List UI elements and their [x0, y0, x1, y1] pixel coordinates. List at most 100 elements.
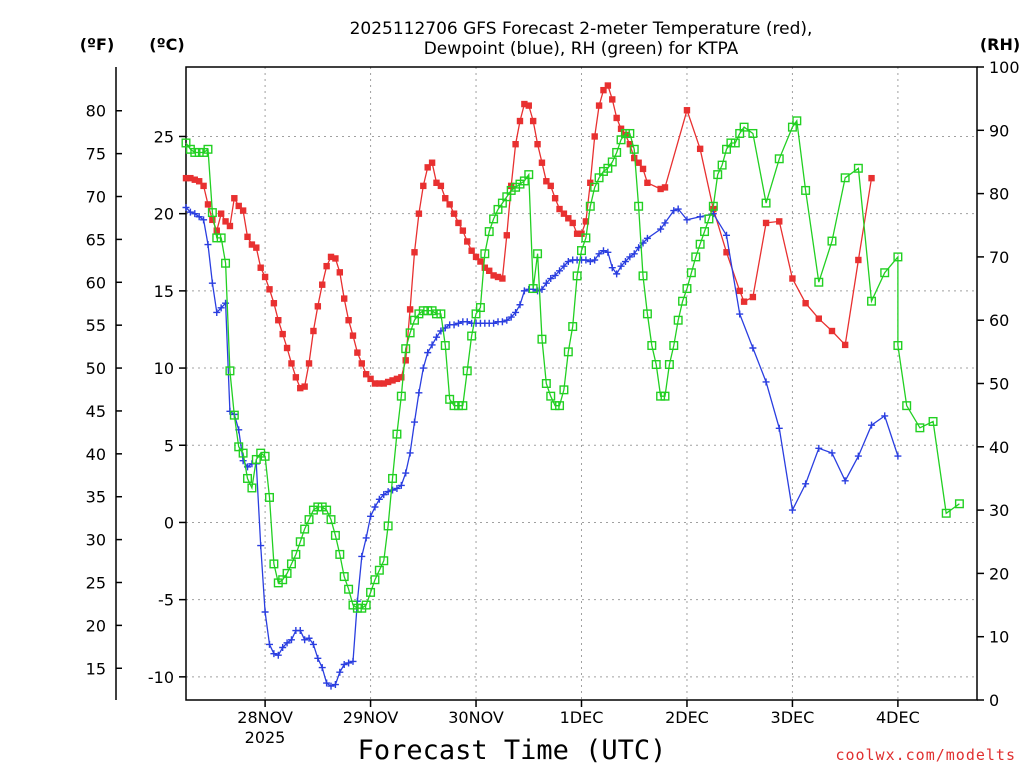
dewpoint-point	[362, 534, 370, 542]
rh-point	[739, 122, 749, 132]
dewpoint-point	[868, 421, 876, 429]
temperature-point	[736, 287, 743, 295]
rh-point	[467, 331, 477, 341]
x-axis-label: Forecast Time (UTC)	[358, 735, 667, 766]
dewpoint-point	[762, 378, 770, 386]
dewpoint-point	[270, 650, 278, 658]
rh-point	[221, 258, 231, 268]
rh-point	[462, 366, 472, 376]
rh-point	[216, 233, 226, 243]
c-tick-label-25: 25	[154, 127, 174, 146]
dewpoint-point	[182, 203, 190, 211]
dewpoint-point	[314, 654, 322, 662]
rh-point	[801, 185, 811, 195]
chart-title-line-1: 2025112706 GFS Forecast 2-meter Temperat…	[350, 19, 813, 39]
dewpoint-point	[336, 668, 344, 676]
rh-point	[203, 144, 213, 154]
dewpoint-point	[411, 418, 419, 426]
rh-point	[383, 521, 393, 531]
rh-point	[480, 249, 490, 259]
temperature-point	[789, 275, 796, 282]
rh-tick-label-20: 20	[989, 564, 1009, 583]
rh-point	[207, 208, 217, 218]
temperature-point	[591, 133, 598, 140]
f-tick-label-60: 60	[86, 273, 106, 292]
f-tick-label-65: 65	[86, 230, 106, 249]
temperature-point	[569, 219, 576, 227]
rh-point	[396, 391, 406, 401]
rh-point	[484, 227, 494, 237]
temperature-point	[573, 230, 581, 237]
series-0	[182, 82, 875, 392]
temperature-point	[433, 179, 440, 186]
temperature-point	[490, 272, 497, 279]
temperature-point	[332, 255, 339, 262]
temperature-point	[349, 332, 357, 339]
dewpoint-point	[340, 660, 348, 668]
f-tick-label-35: 35	[86, 488, 106, 507]
temperature-point	[213, 227, 220, 234]
rh-point	[475, 303, 485, 313]
dewpoint-point	[279, 644, 287, 652]
dewpoint-point	[428, 341, 436, 349]
rh-tick-label-10: 10	[989, 628, 1009, 647]
temperature-point	[525, 102, 532, 109]
rh-point	[269, 559, 279, 569]
temperature-point	[182, 174, 190, 182]
dewpoint-point	[204, 241, 212, 249]
temperature-point	[200, 182, 207, 190]
rh-point	[708, 201, 718, 211]
temperature-point	[486, 267, 493, 274]
temperature-point	[710, 205, 717, 213]
rh-point	[893, 341, 903, 351]
temperature-point	[358, 360, 365, 367]
rh-point	[286, 559, 296, 569]
rh-point	[537, 334, 547, 344]
dewpoint-point	[389, 486, 397, 494]
dewpoint-point	[406, 449, 414, 457]
rh-point	[761, 198, 771, 208]
rh-point	[774, 154, 784, 164]
temperature-point	[204, 201, 212, 208]
dewpoint-point	[349, 657, 357, 665]
c-tick-label-10: 10	[154, 359, 174, 378]
temperature-point	[503, 232, 510, 239]
temperature-point	[521, 100, 528, 108]
rh-point	[880, 268, 890, 278]
rh-point	[572, 271, 582, 281]
temperature-point	[841, 341, 849, 349]
rh-point	[366, 587, 376, 597]
temperature-point	[815, 315, 822, 322]
dewpoint-point	[881, 412, 889, 420]
dewpoint-point	[323, 679, 331, 687]
temperature-point	[266, 286, 273, 293]
temperature-point	[600, 86, 607, 94]
rh-point	[568, 322, 578, 332]
dewpoint-point	[375, 495, 383, 503]
temperature-point	[565, 215, 572, 222]
rh-point	[388, 473, 398, 483]
dewpoint-point	[358, 552, 366, 560]
fahrenheit-axis-label: (ºF)	[80, 35, 115, 54]
dewpoint-point	[621, 258, 629, 266]
dewpoint-point	[802, 480, 810, 488]
c-tick-label-0: 0	[164, 513, 174, 532]
dewpoint-point	[305, 634, 313, 642]
rh-point	[563, 347, 573, 357]
temperature-point	[455, 219, 462, 227]
rh-point	[607, 157, 617, 167]
rh-point	[686, 268, 696, 278]
rh-point	[335, 549, 345, 559]
credit-text[interactable]: coolwx.com/modelts	[835, 746, 1016, 764]
dewpoint-point	[432, 333, 440, 341]
temperature-point	[301, 383, 308, 390]
dewpoint-point	[683, 216, 691, 224]
temperature-point	[393, 375, 401, 383]
dewpoint-point	[841, 477, 849, 485]
rh-point	[695, 239, 705, 249]
rh-point	[546, 391, 556, 401]
rh-point	[647, 341, 657, 351]
dewpoint-point	[208, 279, 216, 287]
temperature-point	[855, 256, 862, 264]
